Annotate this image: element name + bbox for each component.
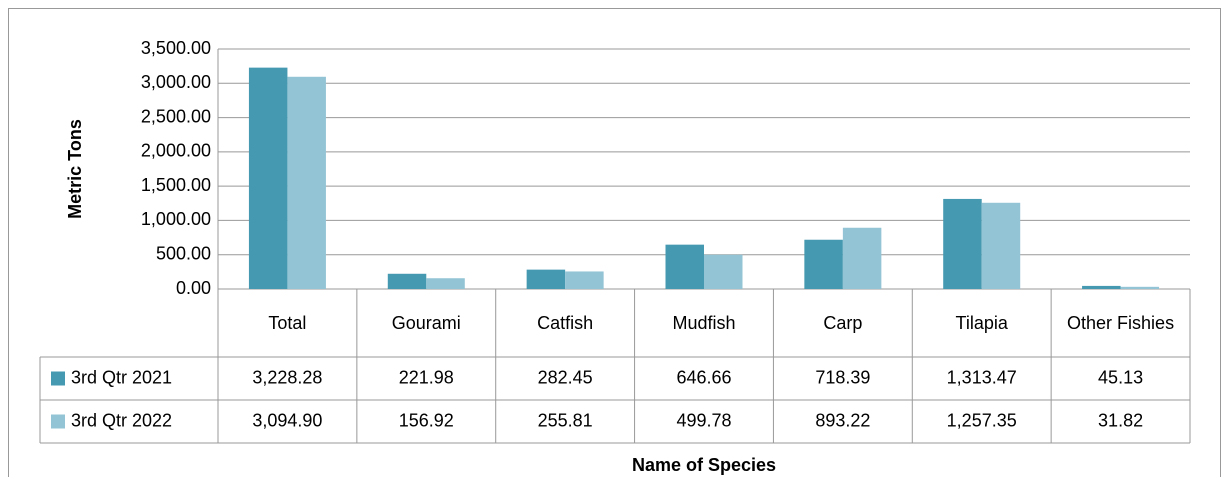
data-label: 1,257.35 [947, 410, 1017, 430]
x-tick-label: Other Fishies [1067, 313, 1175, 333]
bar [704, 254, 743, 289]
bar [1120, 286, 1160, 289]
x-tick-label: Gourami [391, 313, 461, 333]
category-cell: Other Fishies [1067, 313, 1175, 333]
x-axis-title: Name of Species [632, 455, 776, 475]
data-label: 282.45 [538, 367, 593, 387]
data-label: 646.66 [676, 367, 731, 387]
y-tick-label: 3,500.00 [141, 38, 211, 58]
legend-label: 3rd Qtr 2021 [71, 367, 172, 387]
bar [565, 271, 604, 289]
x-tick-label: Tilapia [955, 313, 1008, 333]
x-tick-label: Catfish [537, 313, 594, 333]
data-label: 1,313.47 [947, 367, 1017, 387]
bar [943, 198, 982, 289]
data-label: 3,094.90 [252, 410, 322, 430]
category-cell: Carp [823, 313, 863, 333]
data-label: 718.39 [815, 367, 870, 387]
bar [804, 239, 843, 289]
category-cell: Tilapia [955, 313, 1008, 333]
data-label: 45.13 [1098, 367, 1143, 387]
bar [665, 244, 704, 289]
x-tick-label: Mudfish [672, 313, 736, 333]
y-axis-title: Metric Tons [65, 119, 85, 219]
legend-swatch [51, 414, 65, 429]
y-tick-label: 2,500.00 [141, 106, 211, 126]
bar [248, 67, 288, 289]
y-tick-label: 0.00 [176, 278, 211, 298]
bar [287, 76, 326, 289]
y-tick-label: 1,500.00 [141, 175, 211, 195]
data-label: 31.82 [1098, 410, 1143, 430]
x-tick-label: Carp [823, 313, 863, 333]
y-tick-label: 2,000.00 [141, 141, 211, 161]
legend-swatch [51, 371, 65, 386]
category-cell: Total [268, 313, 307, 333]
category-cell: Gourami [391, 313, 461, 333]
y-tick-label: 1,000.00 [141, 209, 211, 229]
legend-label: 3rd Qtr 2022 [71, 410, 172, 430]
y-tick-label: 3,000.00 [141, 72, 211, 92]
bar [1082, 285, 1121, 289]
data-label: 255.81 [538, 410, 593, 430]
data-label: 156.92 [399, 410, 454, 430]
data-label: 3,228.28 [252, 367, 322, 387]
bar [526, 269, 566, 289]
category-cell: Catfish [537, 313, 594, 333]
data-label: 499.78 [676, 410, 731, 430]
bar [981, 202, 1021, 289]
bar [387, 273, 427, 289]
category-cell: Mudfish [672, 313, 736, 333]
data-label: 893.22 [815, 410, 870, 430]
data-label: 221.98 [399, 367, 454, 387]
y-tick-label: 500.00 [156, 243, 211, 263]
bar [842, 227, 882, 289]
bar [426, 278, 465, 289]
x-tick-label: Total [268, 313, 307, 333]
